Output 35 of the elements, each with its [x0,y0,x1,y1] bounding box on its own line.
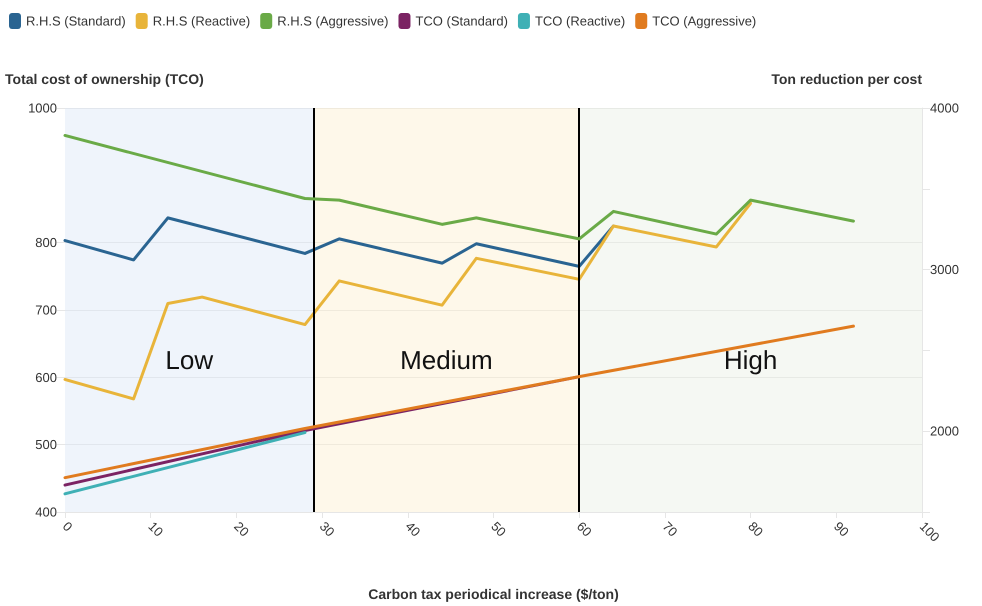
x-tick-label: 10 [145,518,166,540]
y2-tick-label: 3000 [930,262,959,278]
legend-label: R.H.S (Aggressive) [277,14,388,28]
x-tick-label: 0 [60,518,76,534]
x-tick-label: 30 [316,518,338,540]
x-tick-label: 70 [660,518,680,540]
y-tick-label: 800 [35,235,57,250]
y-axis-title: Total cost of ownership (TCO) [5,71,204,87]
band-label: Medium [400,345,493,375]
x-tick-label: 60 [574,518,595,540]
y-tick-label: 400 [35,504,57,520]
y2-axis-title: Ton reduction per cost [771,71,922,87]
y-tick-label: 700 [35,302,57,318]
x-tick-label: 40 [402,518,424,540]
x-tick-label: 50 [488,518,510,540]
line-series [64,134,855,240]
x-tick-label: 20 [231,518,252,540]
y-tick-label: 1000 [28,100,57,116]
legend-label: TCO (Standard) [415,14,508,28]
band-label: High [724,345,778,375]
line-series [64,324,855,480]
y2-tick-label: 4000 [930,100,959,116]
legend-label: TCO (Reactive) [534,14,626,28]
x-tick-label: 100 [916,518,943,545]
line-series [64,216,615,268]
band-label: Low [165,345,214,375]
y2-tick-label: 2000 [930,424,959,439]
x-axis-title: Carbon tax periodical increase ($/ton) [368,586,619,602]
y-tick-label: 600 [35,370,57,385]
y-tick-label: 500 [35,437,57,452]
x-tick-label: 80 [745,518,766,540]
legend-label: TCO (Aggressive) [652,14,756,28]
legend-label: R.H.S (Reactive) [152,14,250,28]
legend-label: R.H.S (Standard) [26,14,126,28]
x-tick-label: 90 [830,518,852,540]
